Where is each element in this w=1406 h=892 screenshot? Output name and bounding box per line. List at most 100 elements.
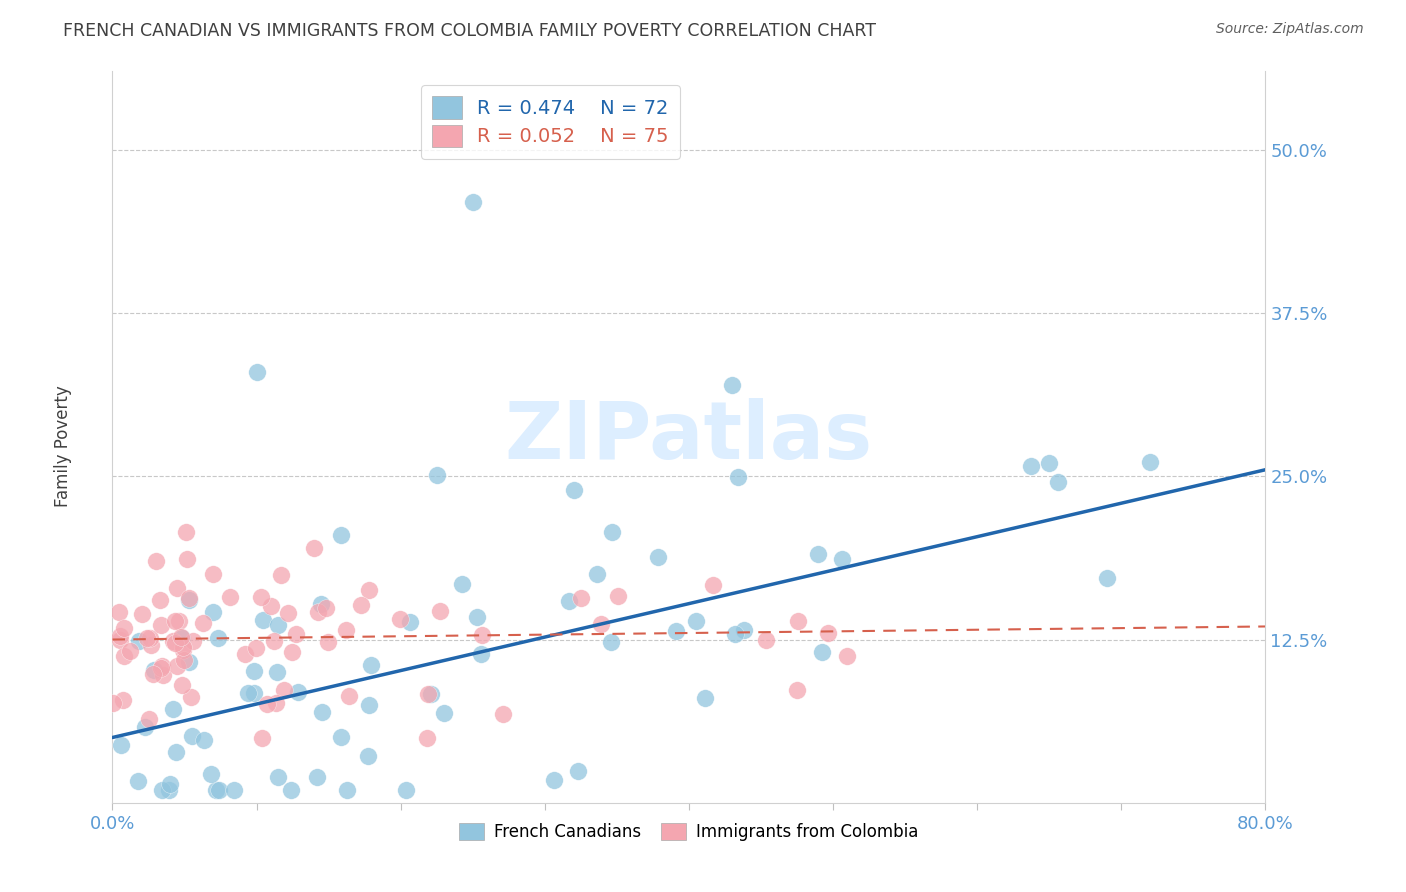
Point [1139,455,1161,469]
Point [270,567,292,582]
Point [114,621,136,635]
Point [685,615,707,629]
Point [134,720,156,734]
Point [467,609,489,624]
Point [150,782,173,797]
Point [786,614,808,628]
Point [811,645,834,659]
Point [246,365,269,379]
Point [733,624,755,638]
Point [136,632,159,646]
Text: Source: ZipAtlas.com: Source: ZipAtlas.com [1216,22,1364,37]
Point [329,527,352,541]
Point [284,627,307,641]
Point [127,774,149,789]
Point [193,733,215,747]
Point [150,661,173,675]
Point [236,686,259,700]
Point [233,647,256,661]
Point [1047,475,1070,489]
Point [219,590,242,604]
Point [357,583,380,598]
Point [311,705,333,719]
Point [170,631,193,645]
Point [419,687,441,701]
Point [252,731,274,746]
Point [280,782,302,797]
Point [543,773,565,788]
Point [145,554,167,568]
Point [727,469,749,483]
Point [337,689,360,703]
Point [304,541,326,555]
Point [461,194,484,209]
Point [170,630,193,644]
Point [266,770,288,784]
Point [176,524,198,539]
Point [112,649,135,664]
Point [142,663,165,677]
Point [139,631,162,645]
Point [307,605,329,619]
Point [426,468,449,483]
Point [1019,458,1042,473]
Point [837,649,859,664]
Point [831,552,853,566]
Point [665,624,688,638]
Point [181,633,204,648]
Point [600,525,623,540]
Point [139,638,162,652]
Point [723,626,745,640]
Point [128,634,150,648]
Point [172,640,194,655]
Point [399,615,422,630]
Point [330,730,353,744]
Point [163,614,186,628]
Point [166,659,188,673]
Point [252,613,274,627]
Point [606,590,628,604]
Point [108,632,131,647]
Text: Family Poverty: Family Poverty [55,385,72,507]
Point [316,635,339,649]
Point [305,770,328,784]
Point [112,693,135,707]
Point [567,764,589,779]
Point [245,641,267,656]
Point [101,696,124,710]
Point [179,655,201,669]
Point [309,598,332,612]
Point [569,591,592,606]
Point [267,618,290,632]
Point [585,566,607,581]
Point [165,635,187,649]
Point [349,598,371,612]
Point [693,691,716,706]
Point [173,652,195,666]
Point [207,632,229,646]
Point [256,698,278,712]
Point [150,618,173,632]
Point [591,617,613,632]
Point [131,607,153,622]
Point [755,632,778,647]
Point [600,634,623,648]
Legend: French Canadians, Immigrants from Colombia: French Canadians, Immigrants from Colomb… [451,814,927,849]
Point [647,549,669,564]
Point [721,377,744,392]
Point [108,605,131,619]
Point [177,593,200,607]
Point [167,615,190,629]
Text: ZIPatlas: ZIPatlas [505,398,873,476]
Point [360,657,382,672]
Point [172,678,194,692]
Point [702,578,724,592]
Point [110,738,132,752]
Point [416,731,439,746]
Point [150,658,173,673]
Point [1095,571,1118,585]
Point [450,576,472,591]
Point [181,729,204,743]
Point [786,682,808,697]
Point [118,644,141,658]
